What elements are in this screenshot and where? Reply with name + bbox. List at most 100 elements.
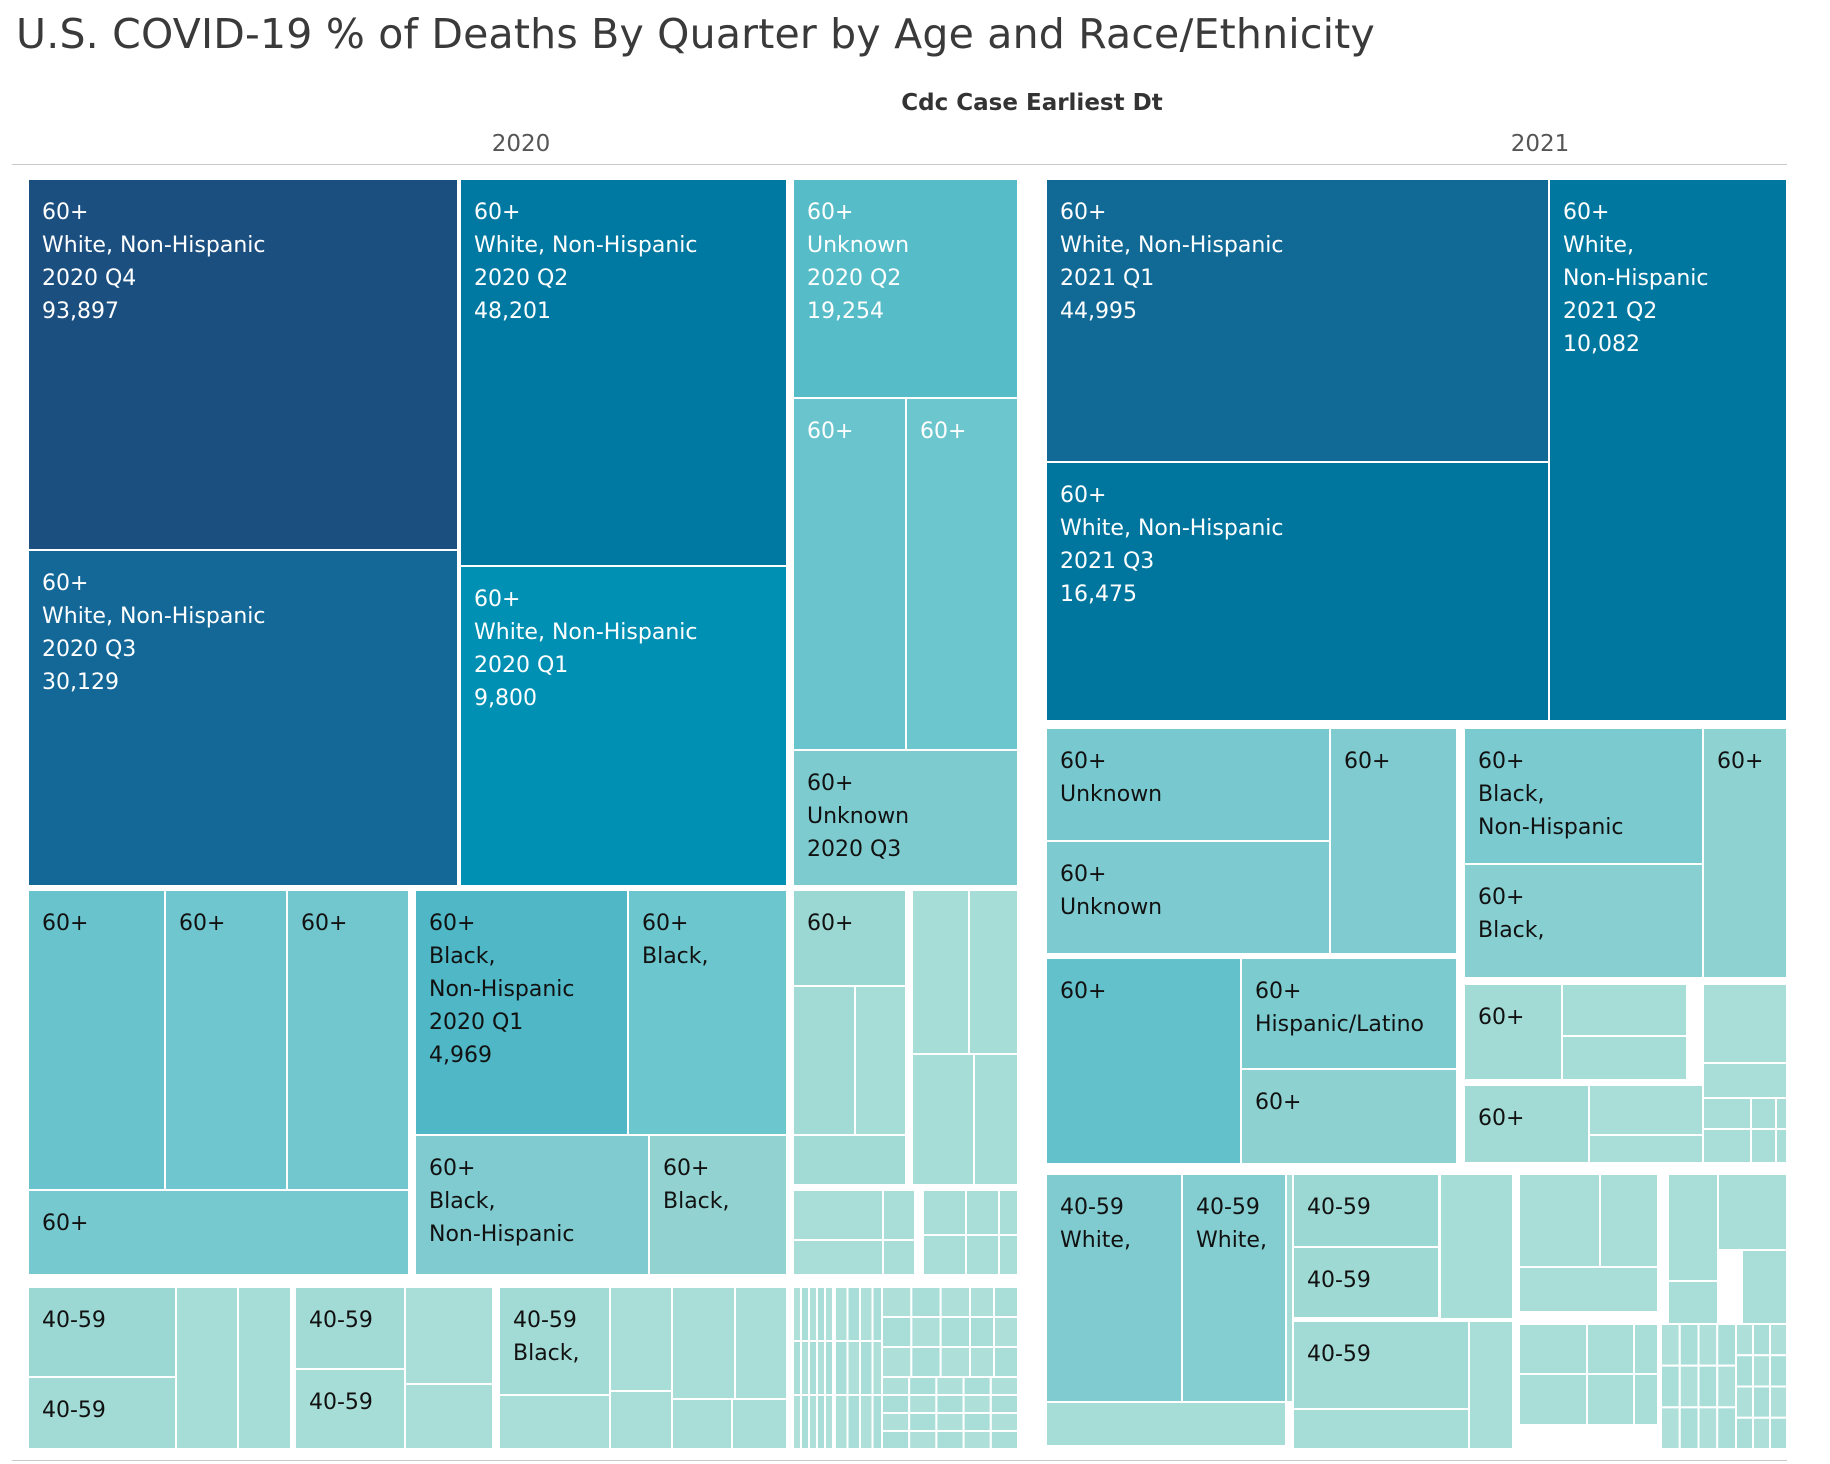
treemap-tile bbox=[1716, 1364, 1737, 1409]
tile-label: 60+ bbox=[42, 911, 88, 936]
treemap-tile bbox=[881, 1430, 911, 1450]
treemap-tile bbox=[965, 1234, 1000, 1276]
treemap-tile bbox=[922, 1234, 967, 1276]
treemap-tile bbox=[881, 1286, 913, 1318]
treemap-tile bbox=[1678, 1364, 1700, 1409]
tile-label: 60+ bbox=[1478, 1005, 1524, 1030]
treemap-tile bbox=[935, 1412, 965, 1432]
tile-label: White, Non-Hispanic bbox=[474, 233, 697, 258]
tile-label: 2020 Q3 bbox=[42, 637, 136, 662]
treemap-tile bbox=[859, 1340, 874, 1396]
treemap-tile bbox=[1697, 1406, 1719, 1451]
treemap-tile bbox=[1752, 1354, 1771, 1388]
treemap-tile bbox=[27, 1189, 410, 1276]
treemap-tile bbox=[1702, 1062, 1788, 1099]
tile-label: 60+ bbox=[42, 1211, 88, 1236]
tile-label: 60+ bbox=[474, 200, 520, 225]
tile-label: 16,475 bbox=[1060, 582, 1137, 607]
tile-label: 60+ bbox=[1060, 483, 1106, 508]
tile-label: 60+ bbox=[429, 1156, 475, 1181]
treemap-tile bbox=[404, 1286, 494, 1385]
tile-label: 2020 Q2 bbox=[807, 266, 901, 291]
treemap-tile bbox=[1292, 1246, 1440, 1319]
tile-label: 60+ bbox=[1255, 979, 1301, 1004]
tile-label: Black, bbox=[642, 944, 709, 969]
treemap-tile bbox=[1588, 1084, 1704, 1136]
treemap-tile bbox=[1292, 1408, 1470, 1450]
treemap-tile bbox=[1702, 727, 1788, 979]
treemap-tile bbox=[881, 1376, 911, 1396]
tile-label: 40-59 bbox=[309, 1308, 373, 1333]
treemap-tile bbox=[237, 1286, 292, 1450]
tile-label: 40-59 bbox=[42, 1398, 106, 1423]
treemap-tile bbox=[910, 1316, 942, 1348]
chart-title: U.S. COVID-19 % of Deaths By Quarter by … bbox=[16, 10, 1375, 58]
tile-label: 40-59 bbox=[1196, 1195, 1260, 1220]
treemap-tile bbox=[792, 1189, 884, 1241]
tile-label: Black, bbox=[1478, 782, 1545, 807]
treemap-tile bbox=[792, 397, 907, 751]
treemap-tile bbox=[414, 1134, 650, 1276]
treemap-tile bbox=[816, 1340, 826, 1396]
treemap-tile bbox=[648, 1134, 788, 1276]
tile-label: 60+ bbox=[1478, 885, 1524, 910]
treemap-tile bbox=[1292, 1320, 1470, 1410]
treemap-tile bbox=[671, 1286, 736, 1400]
treemap-tile bbox=[404, 1383, 494, 1450]
tile-label: 40-59 bbox=[1307, 1195, 1371, 1220]
treemap-tile bbox=[1240, 1068, 1458, 1165]
tile-label: White, bbox=[1060, 1228, 1131, 1253]
treemap-tile bbox=[989, 1430, 1019, 1450]
treemap-tile bbox=[834, 1340, 849, 1396]
tile-label: 2021 Q3 bbox=[1060, 549, 1154, 574]
treemap-tile bbox=[816, 1394, 826, 1450]
treemap-tile bbox=[911, 889, 970, 1055]
tile-label: 60+ bbox=[1060, 862, 1106, 887]
treemap-tile bbox=[1633, 1373, 1659, 1426]
treemap-tile bbox=[859, 1394, 874, 1450]
tile-label: 60+ bbox=[1478, 749, 1524, 774]
treemap-tile bbox=[908, 1376, 938, 1396]
treemap-tile bbox=[911, 1053, 975, 1186]
treemap-tile bbox=[1769, 1323, 1788, 1357]
tile-label: 4,969 bbox=[429, 1043, 492, 1068]
treemap-tile bbox=[1702, 1097, 1752, 1130]
tile-label: 19,254 bbox=[807, 299, 884, 324]
tile-label: 60+ bbox=[642, 911, 688, 936]
treemap-tile bbox=[1045, 840, 1331, 955]
tile-label: 60+ bbox=[301, 911, 347, 936]
tile-label: 60+ bbox=[1060, 200, 1106, 225]
tile-label: 2020 Q4 bbox=[42, 266, 136, 291]
treemap-tile bbox=[993, 1346, 1019, 1378]
treemap-tile bbox=[792, 1134, 907, 1186]
treemap-tile bbox=[1518, 1266, 1659, 1313]
tile-label: Black, bbox=[1478, 918, 1545, 943]
treemap-tile bbox=[1716, 1323, 1737, 1367]
treemap-tile bbox=[1735, 1354, 1754, 1388]
treemap-tile bbox=[824, 1286, 834, 1342]
treemap-tile bbox=[1561, 1035, 1688, 1081]
treemap-tile bbox=[1599, 1173, 1659, 1268]
treemap-tile bbox=[1463, 727, 1704, 865]
treemap-tile bbox=[973, 1053, 1019, 1186]
treemap-tile bbox=[1769, 1385, 1788, 1419]
treemap-tile bbox=[939, 1346, 972, 1378]
treemap-tile bbox=[1735, 1416, 1754, 1450]
treemap-tile bbox=[935, 1430, 965, 1450]
tile-label: Non-Hispanic bbox=[429, 977, 575, 1002]
tile-label: 60+ bbox=[807, 771, 853, 796]
treemap-tile bbox=[27, 1286, 177, 1378]
treemap-tile bbox=[294, 1286, 406, 1370]
treemap-tile bbox=[792, 1286, 802, 1342]
treemap-tile bbox=[27, 178, 459, 551]
treemap-tile bbox=[175, 1286, 239, 1450]
tile-label: 60+ bbox=[42, 200, 88, 225]
tile-label: 60+ bbox=[663, 1156, 709, 1181]
tile-label: Black, bbox=[429, 944, 496, 969]
treemap-tile bbox=[808, 1286, 818, 1342]
treemap-tile bbox=[1775, 1097, 1788, 1130]
treemap-tile bbox=[1518, 1373, 1588, 1426]
treemap-tile bbox=[294, 1368, 406, 1450]
treemap-tile bbox=[1750, 1097, 1777, 1130]
